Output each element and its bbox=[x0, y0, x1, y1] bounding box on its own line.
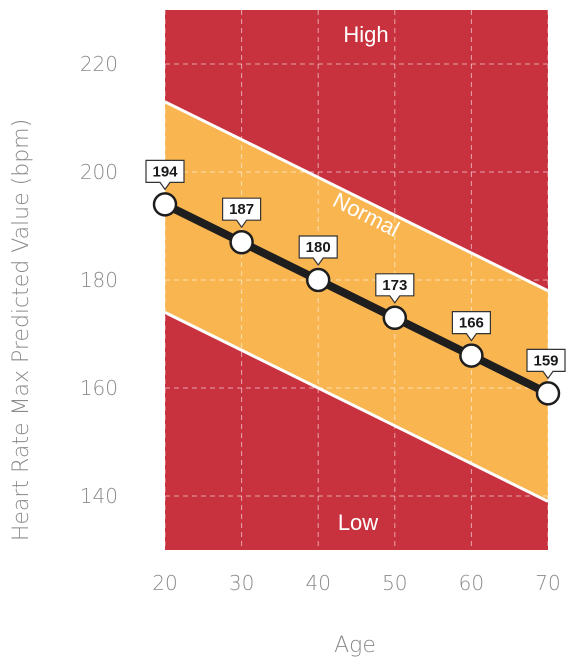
data-point-marker bbox=[535, 381, 561, 406]
data-point-marker bbox=[382, 305, 408, 331]
x-tick-label: 70 bbox=[535, 571, 560, 595]
data-point-marker bbox=[305, 267, 331, 293]
data-label: 159 bbox=[526, 348, 566, 380]
data-point-marker bbox=[152, 192, 178, 217]
data-label: 173 bbox=[375, 273, 415, 304]
data-label-text: 180 bbox=[306, 239, 331, 256]
data-label-box bbox=[526, 348, 566, 380]
plot-area bbox=[165, 10, 548, 550]
lower-zone-boundary bbox=[165, 311, 548, 503]
y-axis-ticks: 140 160 180 200 220 bbox=[80, 52, 118, 508]
y-tick-label: 140 bbox=[80, 484, 118, 508]
data-label-text: 173 bbox=[382, 277, 407, 294]
data-label-text: 159 bbox=[533, 352, 558, 369]
data-label-box bbox=[145, 159, 185, 191]
data-label: 187 bbox=[222, 197, 262, 229]
x-axis-ticks: 20 30 40 50 60 70 bbox=[152, 571, 560, 595]
data-label-box bbox=[222, 197, 262, 229]
data-label-text: 166 bbox=[459, 315, 484, 332]
y-tick-label: 160 bbox=[80, 376, 118, 400]
data-label-box bbox=[298, 235, 338, 267]
data-label: 180 bbox=[298, 235, 338, 267]
y-tick-label: 220 bbox=[80, 52, 118, 76]
x-tick-label: 20 bbox=[152, 571, 177, 595]
zone-label-low: Low bbox=[338, 510, 378, 535]
x-axis-title: Age bbox=[334, 633, 376, 658]
data-label-text: 187 bbox=[229, 201, 254, 218]
data-labels: 194 187 180 173 166 159 bbox=[145, 159, 566, 380]
x-tick-label: 60 bbox=[459, 571, 484, 595]
x-tick-label: 40 bbox=[305, 571, 330, 595]
data-point-marker bbox=[459, 343, 484, 368]
data-label-box bbox=[375, 273, 415, 304]
data-point-marker bbox=[229, 229, 254, 255]
data-markers bbox=[152, 192, 561, 406]
y-tick-label: 200 bbox=[80, 160, 118, 184]
zone-label-high: High bbox=[343, 22, 388, 47]
x-tick-label: 30 bbox=[229, 571, 254, 595]
y-tick-label: 180 bbox=[80, 268, 118, 292]
data-label: 194 bbox=[145, 159, 185, 191]
data-label-text: 194 bbox=[152, 163, 178, 180]
y-axis-title: Heart Rate Max Predicted Value (bpm) bbox=[9, 119, 34, 541]
series-line-group bbox=[161, 200, 552, 398]
data-label: 166 bbox=[451, 311, 491, 342]
upper-zone-boundary bbox=[165, 100, 548, 293]
x-tick-label: 50 bbox=[382, 571, 407, 595]
series-line bbox=[161, 200, 552, 398]
data-label-box bbox=[451, 311, 491, 342]
